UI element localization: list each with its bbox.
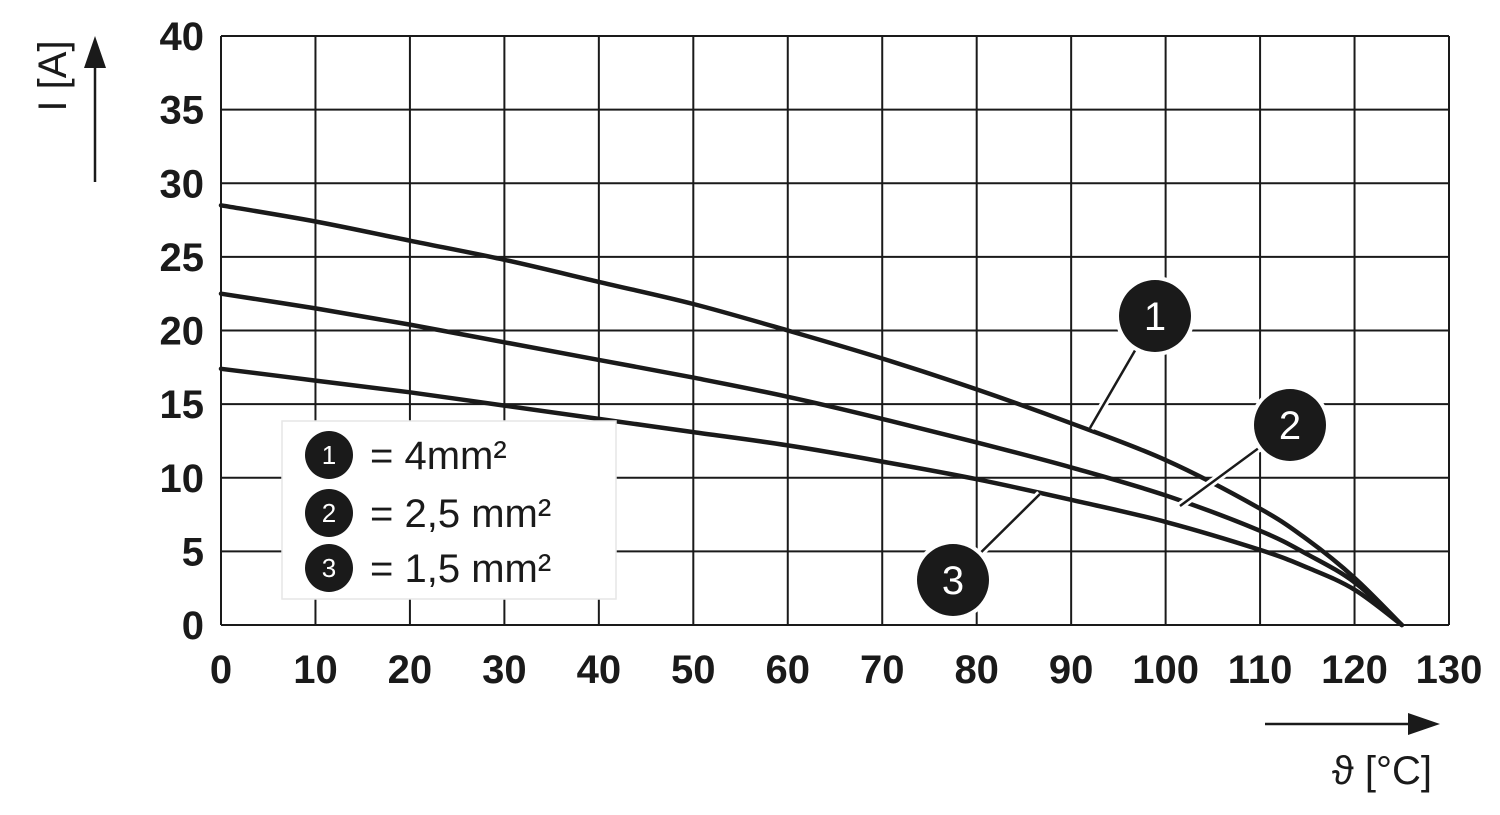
x-axis-label: ϑ [°C] bbox=[1332, 749, 1432, 793]
series-line-2 bbox=[218, 291, 1405, 628]
tick-labels: 0 10 20 30 40 50 60 70 80 90 100 110 120 130051015202… bbox=[160, 15, 1483, 692]
callout-marker-2 bbox=[1254, 389, 1326, 461]
y-tick-label-0: 0 bbox=[182, 604, 204, 648]
callout-marker-number-2: 2 bbox=[1279, 404, 1301, 448]
legend-entry-2: = 2,5 mm² bbox=[370, 492, 551, 536]
legend-marker-1 bbox=[305, 431, 353, 479]
legend-marker-number-2: 2 bbox=[322, 498, 336, 528]
y-tick-label-3: 15 bbox=[160, 383, 205, 427]
legend-marker-3 bbox=[305, 544, 353, 592]
legend-marker-number-1: 1 bbox=[322, 440, 336, 470]
x-tick-label-0: 0 bbox=[210, 648, 232, 692]
x-tick-label-5: 50 bbox=[671, 648, 716, 692]
legend-marker-2 bbox=[305, 489, 353, 537]
y-tick-label-7: 35 bbox=[160, 89, 205, 133]
x-tick-label-8: 80 bbox=[954, 648, 999, 692]
y-axis-title: I [A] bbox=[31, 36, 106, 182]
y-tick-label-2: 10 bbox=[160, 457, 205, 501]
x-tick-label-4: 40 bbox=[577, 648, 622, 692]
curves bbox=[218, 203, 1405, 628]
x-tick-label-11: 110 bbox=[1228, 648, 1293, 692]
x-tick-label-13: 130 bbox=[1416, 648, 1483, 692]
y-axis-arrow-head bbox=[84, 36, 106, 68]
curve-markers: 1 2 3 bbox=[913, 276, 1330, 620]
callout-marker-number-3: 3 bbox=[942, 559, 964, 603]
series-line-3 bbox=[218, 366, 1405, 628]
x-tick-label-2: 20 bbox=[388, 648, 433, 692]
x-tick-label-1: 10 bbox=[293, 648, 338, 692]
y-tick-label-5: 25 bbox=[160, 236, 205, 280]
legend-entry-3: = 1,5 mm² bbox=[370, 547, 551, 591]
callout-marker-1 bbox=[1119, 280, 1191, 352]
callout-marker-number-1: 1 bbox=[1144, 295, 1166, 339]
y-tick-label-4: 20 bbox=[160, 310, 205, 354]
legend: 1 = 4mm² 2 = 2,5 mm² 3 = 1,5 mm² bbox=[281, 420, 617, 600]
x-tick-label-9: 90 bbox=[1049, 648, 1094, 692]
x-tick-label-6: 60 bbox=[766, 648, 811, 692]
x-tick-label-12: 120 bbox=[1321, 648, 1388, 692]
x-tick-label-10: 100 bbox=[1132, 648, 1199, 692]
y-axis-label: I [A] bbox=[31, 40, 75, 111]
y-tick-label-6: 30 bbox=[160, 162, 205, 206]
series-line-1 bbox=[218, 203, 1405, 628]
x-tick-label-3: 30 bbox=[482, 648, 527, 692]
callout-marker-3 bbox=[917, 544, 989, 616]
y-tick-label-1: 5 bbox=[182, 530, 204, 574]
x-tick-label-7: 70 bbox=[860, 648, 905, 692]
y-tick-label-8: 40 bbox=[160, 15, 205, 59]
legend-marker-number-3: 3 bbox=[322, 553, 336, 583]
legend-entry-1: = 4mm² bbox=[370, 434, 507, 478]
x-axis-title: ϑ [°C] bbox=[1265, 713, 1440, 793]
x-axis-arrow-head bbox=[1408, 713, 1440, 735]
